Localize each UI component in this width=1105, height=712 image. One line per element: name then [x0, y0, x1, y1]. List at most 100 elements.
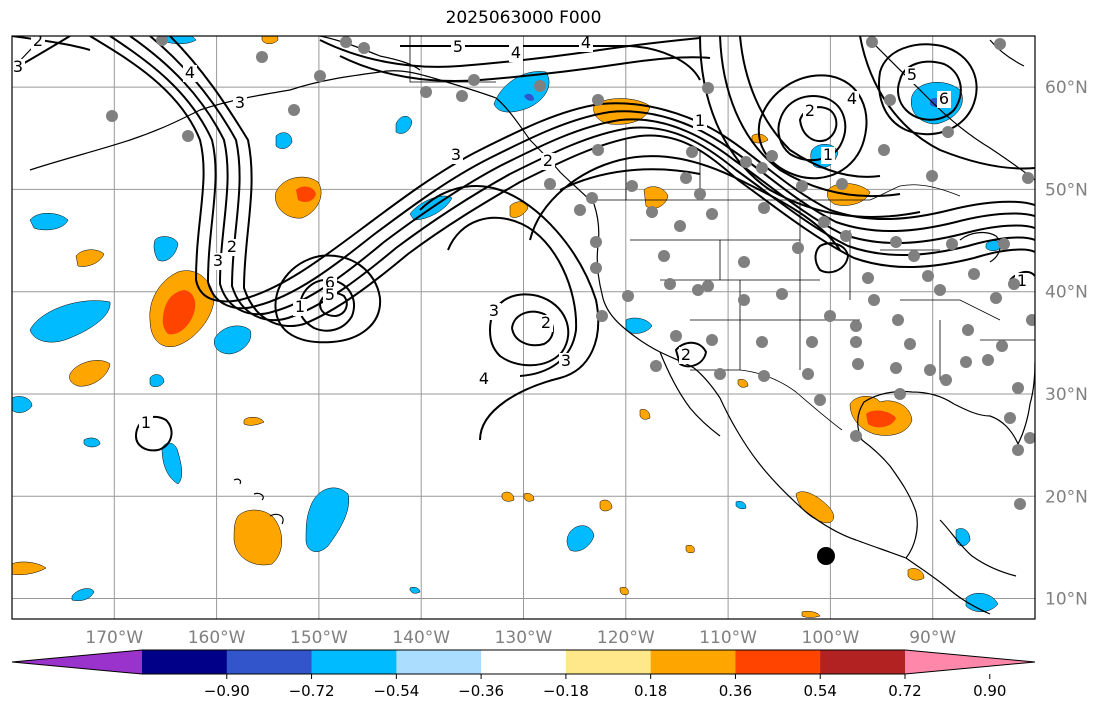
contour-label: 4 — [847, 89, 857, 108]
colorbar-extend-high — [905, 650, 1035, 674]
contour-label: 3 — [213, 251, 223, 270]
contour-label: 5 — [907, 65, 917, 84]
colorbar-tick-label: 0.18 — [634, 682, 667, 700]
contour-label: 3 — [561, 351, 571, 370]
colorbar-tick-label: 0.90 — [973, 682, 1006, 700]
contour-label: 1 — [141, 413, 151, 432]
colorbar-tick-label: 0.36 — [719, 682, 752, 700]
contour-label-bg — [539, 315, 553, 332]
colorbar-tick-label: −0.54 — [373, 682, 419, 700]
contour-label: 6 — [939, 89, 949, 108]
contour-label-bg — [139, 415, 153, 432]
longitude-labels: 170°W 160°W 150°W 140°W 130°W 120°W 110°W 100°W… — [85, 628, 956, 648]
map-title: 2025063000 F000 — [445, 8, 602, 28]
contour-label-bg — [693, 113, 707, 130]
colorbar-tick-label: 0.54 — [804, 682, 837, 700]
colorbar-tick-label: −0.72 — [289, 682, 335, 700]
colorbar-segment — [481, 650, 567, 674]
contour-label: 4 — [581, 33, 591, 52]
contour-label: 5 — [325, 285, 335, 304]
contour-label: 1 — [1017, 271, 1027, 290]
storm-marker — [817, 547, 835, 565]
colorbar-tick-label: 0.72 — [888, 682, 921, 700]
lon-tick-label: 100°W — [802, 628, 860, 648]
contour-label: 2 — [543, 151, 553, 170]
lon-tick-label: 170°W — [85, 628, 143, 648]
contour-label-bg — [211, 253, 225, 270]
contour-label-bg — [803, 103, 817, 120]
contour-label-bg — [477, 371, 491, 388]
colorbar-segment — [311, 650, 397, 674]
contour-label-bg — [845, 91, 859, 108]
contour-label: 4 — [185, 63, 195, 82]
lon-tick-label: 130°W — [495, 628, 553, 648]
contour-label: 1 — [823, 145, 833, 164]
contour-label-bg — [31, 36, 45, 50]
colorbar-outline — [11, 649, 1036, 675]
contour-label-bg — [487, 303, 501, 320]
colorbar: −0.90 −0.72 −0.54 −0.36 −0.18 0.18 0.36 0.54 0.7… — [11, 649, 1036, 700]
contour-label-bg — [541, 153, 555, 170]
contour-label: 3 — [489, 301, 499, 320]
colorbar-segment — [142, 650, 228, 674]
colorbar-tick-label: −0.90 — [204, 682, 250, 700]
latitude-labels: 10°N 20°N 30°N 40°N 50°N 60°N — [1045, 78, 1088, 609]
lon-tick-label: 110°W — [699, 628, 757, 648]
contour-label-bg — [12, 59, 25, 76]
contour-label: 4 — [511, 43, 521, 62]
contour-label-bg — [449, 147, 463, 164]
contour-label-bg — [821, 147, 835, 164]
lon-tick-label: 150°W — [290, 628, 348, 648]
contour-label: 2 — [805, 101, 815, 120]
map-frame — [11, 35, 1036, 620]
lat-tick-label: 10°N — [1045, 590, 1088, 610]
contour-label: 3 — [235, 93, 245, 112]
lon-tick-label: 90°W — [909, 628, 956, 648]
colorbar-tick-label: −0.18 — [543, 682, 589, 700]
contour-label-bg — [183, 65, 197, 82]
colorbar-segment — [565, 650, 652, 674]
colorbar-segment — [650, 650, 736, 674]
contour-label-bg — [293, 299, 307, 316]
lon-tick-label: 160°W — [188, 628, 246, 648]
contour-label: 2 — [33, 31, 43, 50]
colorbar-segment — [226, 650, 313, 674]
lon-tick-label: 120°W — [597, 628, 655, 648]
contour-label-bg — [905, 67, 919, 84]
lat-tick-label: 50°N — [1045, 180, 1088, 200]
colorbar-extend-low — [12, 650, 142, 674]
lat-tick-label: 60°N — [1045, 78, 1088, 98]
contour-label-bg — [225, 239, 239, 256]
contour-label: 1 — [695, 111, 705, 130]
contour-label: 2 — [681, 345, 691, 364]
contour-label: 2 — [227, 237, 237, 256]
contour-label: 1 — [295, 297, 305, 316]
lon-tick-label: 140°W — [392, 628, 450, 648]
lat-tick-label: 30°N — [1045, 385, 1088, 405]
contour-lines — [12, 36, 1035, 452]
lat-tick-label: 40°N — [1045, 283, 1088, 303]
contour-label-bg — [323, 287, 337, 304]
contour-label-bg — [679, 347, 693, 364]
contour-label-bg — [451, 39, 465, 56]
colorbar-segment — [735, 650, 821, 674]
contour-label-bg — [937, 91, 951, 108]
station-dots — [106, 36, 1035, 510]
contour-label-bg — [509, 45, 523, 62]
colorbar-segment — [820, 650, 906, 674]
contour-label-bg — [559, 353, 573, 370]
contour-label: 6 — [325, 273, 335, 292]
contour-label: 3 — [13, 57, 23, 76]
political-borders — [409, 36, 1035, 431]
lat-tick-label: 20°N — [1045, 487, 1088, 507]
contour-label-bg — [579, 36, 593, 52]
colorbar-tick-label: −0.36 — [458, 682, 504, 700]
contour-label-bg — [233, 95, 247, 112]
contour-label: 2 — [541, 313, 551, 332]
contour-label: 5 — [453, 37, 463, 56]
contour-label: 3 — [451, 145, 461, 164]
contour-label: 4 — [479, 369, 489, 388]
colorbar-segment — [396, 650, 482, 674]
